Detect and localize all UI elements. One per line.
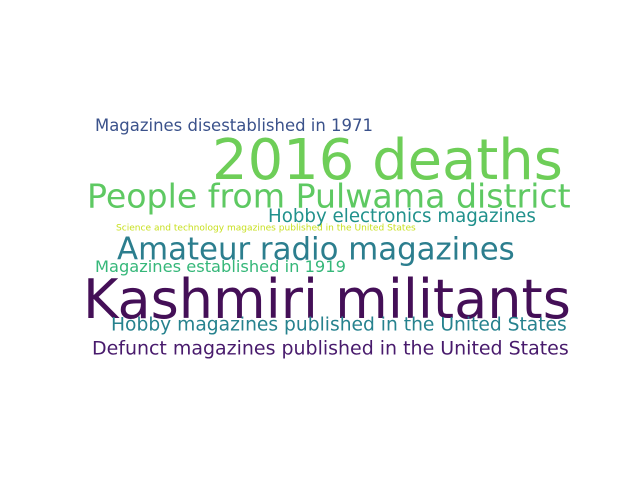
word-science-technology-magazines: Science and technology magazines publish… <box>116 223 416 234</box>
word-magazines-established-1919: Magazines established in 1919 <box>95 256 346 276</box>
word-hobby-magazines-us: Hobby magazines published in the United … <box>111 314 567 336</box>
word-hobby-electronics-magazines: Hobby electronics magazines <box>268 205 536 227</box>
word-defunct-magazines-us: Defunct magazines published in the Unite… <box>92 337 569 360</box>
word-people-from-pulwama-district: People from Pulwama district <box>87 176 571 216</box>
word-kashmiri-militants: Kashmiri militants <box>83 267 571 331</box>
word-amateur-radio-magazines: Amateur radio magazines <box>117 231 515 268</box>
word-magazines-disestablished-1971: Magazines disestablished in 1971 <box>95 115 373 135</box>
word-2016-deaths: 2016 deaths <box>212 128 563 194</box>
